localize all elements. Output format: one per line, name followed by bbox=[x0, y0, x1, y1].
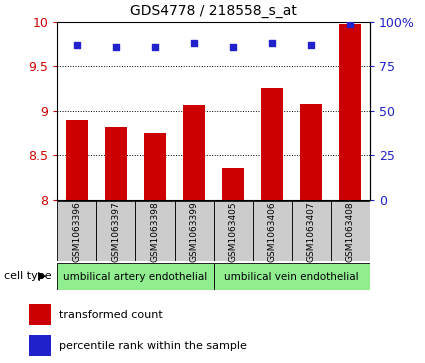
Text: percentile rank within the sample: percentile rank within the sample bbox=[59, 341, 247, 351]
Bar bbox=[29, 304, 51, 325]
Text: ▶: ▶ bbox=[38, 271, 47, 281]
Text: GSM1063406: GSM1063406 bbox=[268, 201, 277, 262]
Bar bbox=[213, 201, 252, 261]
Bar bbox=[29, 335, 51, 356]
Point bbox=[347, 21, 354, 26]
Bar bbox=[175, 201, 213, 261]
Text: transformed count: transformed count bbox=[59, 310, 163, 320]
Title: GDS4778 / 218558_s_at: GDS4778 / 218558_s_at bbox=[130, 4, 297, 18]
Bar bbox=[292, 201, 331, 261]
Text: GSM1063407: GSM1063407 bbox=[307, 201, 316, 262]
Text: GSM1063397: GSM1063397 bbox=[111, 201, 120, 262]
Text: umbilical artery endothelial: umbilical artery endothelial bbox=[63, 272, 207, 282]
Bar bbox=[261, 89, 283, 200]
Text: GSM1063398: GSM1063398 bbox=[150, 201, 159, 262]
Bar bbox=[213, 263, 370, 290]
Text: GSM1063408: GSM1063408 bbox=[346, 201, 355, 262]
Point bbox=[74, 42, 80, 48]
Text: GSM1063399: GSM1063399 bbox=[190, 201, 198, 262]
Bar bbox=[331, 201, 370, 261]
Point bbox=[269, 40, 275, 46]
Point bbox=[230, 44, 236, 50]
Bar bbox=[222, 168, 244, 200]
Text: GSM1063405: GSM1063405 bbox=[229, 201, 238, 262]
Bar bbox=[136, 201, 175, 261]
Bar bbox=[340, 24, 361, 200]
Bar bbox=[66, 119, 88, 200]
Text: cell type: cell type bbox=[4, 271, 52, 281]
Bar bbox=[300, 105, 322, 200]
Text: umbilical vein endothelial: umbilical vein endothelial bbox=[224, 272, 359, 282]
Bar bbox=[252, 201, 292, 261]
Text: GSM1063396: GSM1063396 bbox=[72, 201, 82, 262]
Bar bbox=[183, 105, 205, 200]
Bar bbox=[57, 201, 96, 261]
Point bbox=[113, 44, 119, 50]
Bar bbox=[105, 127, 127, 200]
Point bbox=[152, 44, 159, 50]
Bar bbox=[57, 263, 213, 290]
Bar bbox=[96, 201, 136, 261]
Bar bbox=[144, 133, 166, 200]
Point bbox=[191, 40, 198, 46]
Point bbox=[308, 42, 314, 48]
